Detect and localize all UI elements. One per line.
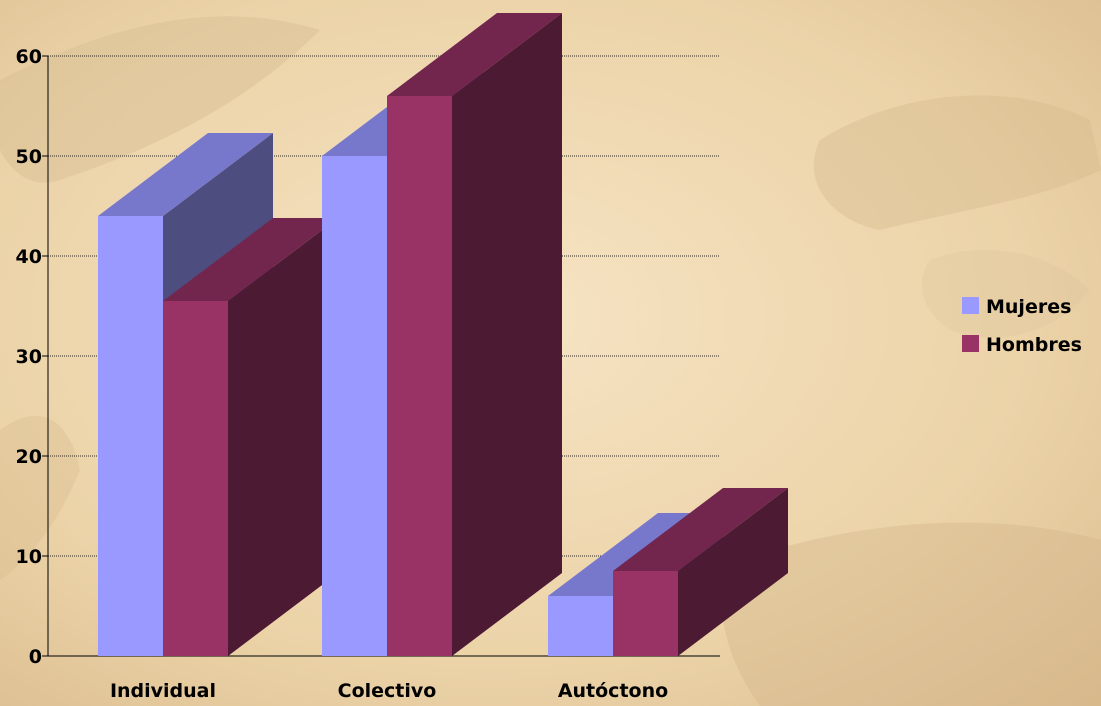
- y-tick-label: 40: [16, 246, 42, 268]
- x-tick-label: Individual: [110, 680, 216, 702]
- legend: Mujeres Hombres: [962, 296, 1082, 356]
- y-tick-label: 60: [16, 46, 42, 68]
- bar-hombres-1: [387, 13, 562, 656]
- bar-front: [548, 596, 613, 656]
- legend-swatch: [962, 297, 979, 314]
- legend-swatch: [962, 335, 979, 352]
- y-tick-label: 50: [16, 146, 42, 168]
- x-tick-label: Colectivo: [338, 680, 437, 702]
- y-tick-label: 0: [29, 646, 42, 668]
- bar-side: [228, 218, 338, 656]
- bar-front: [387, 96, 452, 656]
- bar-top: [163, 218, 338, 301]
- bar-front: [322, 156, 387, 656]
- y-tick-label: 10: [16, 546, 42, 568]
- bar-front: [163, 301, 228, 656]
- bars: [98, 13, 788, 656]
- legend-item: Mujeres: [962, 296, 1071, 318]
- y-tick-label: 30: [16, 346, 42, 368]
- bar-hombres-2: [613, 488, 788, 656]
- bar-top: [387, 13, 562, 96]
- bar-side: [452, 13, 562, 656]
- legend-item: Hombres: [962, 334, 1082, 356]
- bar-side: [678, 488, 788, 656]
- bar-front: [613, 571, 678, 656]
- bar-front: [98, 216, 163, 656]
- x-tick-label: Autóctono: [558, 680, 668, 702]
- bar-top: [613, 488, 788, 571]
- bar-top: [98, 133, 273, 216]
- y-tick-label: 20: [16, 446, 42, 468]
- bar-hombres-0: [163, 218, 338, 656]
- legend-label: Mujeres: [986, 296, 1071, 318]
- legend-label: Hombres: [986, 334, 1082, 356]
- x-axis-labels: Individual Colectivo Autóctono: [110, 680, 668, 702]
